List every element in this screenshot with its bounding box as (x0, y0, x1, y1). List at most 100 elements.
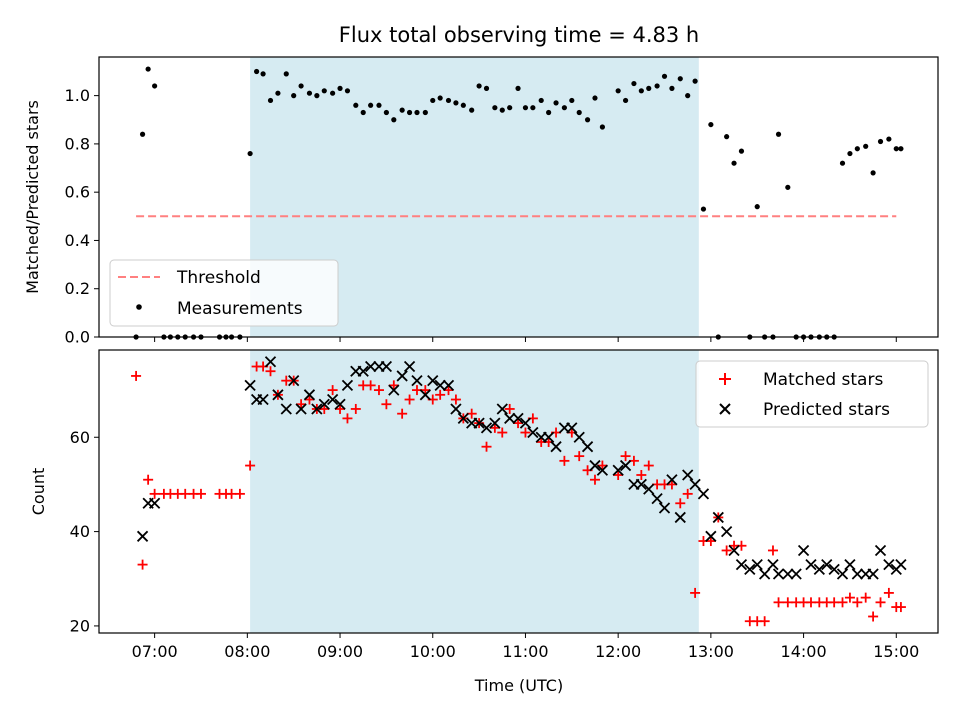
legend-measurements-swatch (136, 304, 142, 310)
measurement-point (368, 102, 374, 108)
y-tick-label: 0.2 (65, 279, 90, 298)
predicted-star-point (288, 375, 300, 387)
top-x-ticks (154, 337, 897, 342)
matched-star-point (690, 587, 701, 598)
predicted-star-point (504, 412, 516, 425)
measurement-point (731, 160, 737, 166)
predicted-star-point (480, 422, 493, 434)
measurement-point (893, 146, 899, 152)
predicted-star-point (697, 488, 710, 500)
measurement-point (646, 85, 652, 91)
x-tick-label: 09:00 (317, 642, 363, 661)
matched-star-point (195, 488, 206, 499)
matched-star-point (597, 460, 608, 471)
matched-star-point (149, 488, 160, 499)
measurement-point (530, 105, 536, 111)
matched-star-point (868, 611, 879, 622)
bottom-legend-box (695, 360, 929, 428)
measurement-point (576, 109, 582, 116)
predicted-star-point (136, 530, 149, 542)
matched-star-point (435, 389, 446, 400)
predicted-star-point (735, 558, 748, 571)
bottom-y-axis-label: Count (29, 468, 48, 516)
predicted-star-point (851, 568, 863, 580)
predicted-star-point (772, 568, 785, 580)
measurement-point (898, 146, 904, 152)
predicted-star-point (489, 417, 501, 429)
matched-star-point (397, 408, 408, 419)
measurement-point (445, 97, 452, 104)
legend-threshold-label: Threshold (176, 268, 261, 288)
predicted-star-point (751, 558, 763, 571)
bottom-plot-frame (98, 349, 939, 634)
predicted-star-point (682, 469, 694, 481)
bottom-panel: 20 40 60 07:00 08:00 09:00 10:00 11:00 12:00 13:… (29, 349, 939, 695)
measurement-point (622, 97, 629, 104)
predicted-star-point (874, 544, 887, 557)
measurement-point (499, 107, 505, 113)
measurement-point (677, 76, 683, 82)
measurement-point (708, 121, 714, 128)
y-tick-label: 0.4 (65, 231, 90, 250)
top-plot-frame (98, 56, 939, 338)
predicted-star-point (589, 459, 601, 472)
predicted-star-point (326, 393, 339, 406)
predicted-star-point (596, 464, 609, 476)
predicted-star-point (380, 360, 393, 373)
measurement-point (283, 71, 289, 77)
measurement-point (886, 136, 892, 142)
matched-star-point (335, 403, 346, 414)
measurement-point (254, 68, 260, 75)
x-axis-label: Time (UTC) (474, 676, 563, 695)
measurement-point (460, 102, 466, 108)
predicted-star-point (813, 563, 825, 575)
matched-star-point (852, 597, 863, 608)
measurement-point (383, 109, 389, 116)
measurement-point (391, 117, 397, 123)
matched-star-point (844, 592, 855, 603)
top-y-ticks: 0.0 0.2 0.4 0.6 0.8 1.0 (65, 86, 99, 347)
predicted-star-point (311, 403, 323, 415)
predicted-star-point (473, 417, 485, 429)
predicted-star-point (728, 544, 740, 557)
measurement-point (538, 97, 544, 104)
matched-star-point (883, 587, 894, 598)
predicted-stars-points (136, 356, 907, 580)
predicted-star-point (512, 412, 524, 425)
predicted-star-point (457, 412, 469, 425)
measurement-point (139, 131, 146, 137)
matched-star-point (805, 597, 816, 608)
predicted-star-point (883, 558, 895, 571)
top-legend: Threshold Measurements (109, 259, 339, 327)
matched-star-point (860, 592, 871, 603)
matched-star-point (875, 597, 886, 608)
matched-star-point (613, 469, 624, 480)
measurement-point (553, 100, 559, 106)
predicted-star-point (689, 478, 701, 491)
matched-star-point (767, 545, 778, 556)
x-tick-label: 14:00 (781, 642, 827, 661)
predicted-star-point (797, 544, 810, 557)
matched-star-point (388, 380, 399, 391)
measurement-point (267, 97, 274, 104)
predicted-star-point (280, 403, 292, 415)
measurement-point (376, 102, 382, 108)
matched-star-point (350, 403, 361, 414)
measurement-point (599, 124, 606, 130)
measurement-point (863, 143, 869, 149)
predicted-star-point (666, 474, 678, 486)
legend-matched-label: Matched stars (763, 370, 883, 390)
matched-star-point (342, 413, 353, 424)
measurement-point (306, 90, 313, 96)
matched-star-point (481, 441, 492, 452)
measurement-point (145, 66, 151, 72)
matched-star-point (559, 455, 570, 466)
matched-star-point (180, 488, 191, 499)
chart-title: Flux total observing time = 4.83 h (339, 23, 699, 47)
measurement-point (546, 109, 552, 116)
legend-measurements-label: Measurements (177, 299, 303, 319)
matched-star-point (296, 399, 307, 410)
predicted-star-point (527, 426, 539, 439)
y-tick-label: 40 (70, 522, 90, 541)
